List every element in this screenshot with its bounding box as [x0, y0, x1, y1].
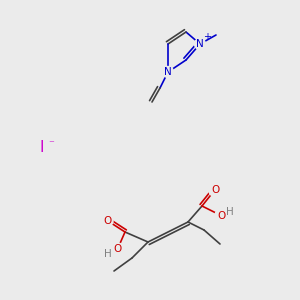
Circle shape	[103, 216, 113, 226]
Text: ⁻: ⁻	[48, 139, 54, 149]
Circle shape	[215, 210, 225, 220]
Text: +: +	[203, 32, 211, 42]
Circle shape	[113, 243, 123, 253]
Text: O: O	[113, 244, 121, 254]
Text: H: H	[226, 207, 234, 217]
Text: O: O	[104, 216, 112, 226]
Text: O: O	[217, 211, 225, 221]
Text: N: N	[164, 67, 172, 77]
Text: I: I	[40, 140, 44, 155]
Text: H: H	[104, 249, 112, 259]
Circle shape	[163, 67, 173, 77]
Circle shape	[194, 38, 206, 50]
Circle shape	[209, 186, 219, 196]
Text: N: N	[196, 39, 204, 49]
Text: O: O	[211, 185, 219, 195]
